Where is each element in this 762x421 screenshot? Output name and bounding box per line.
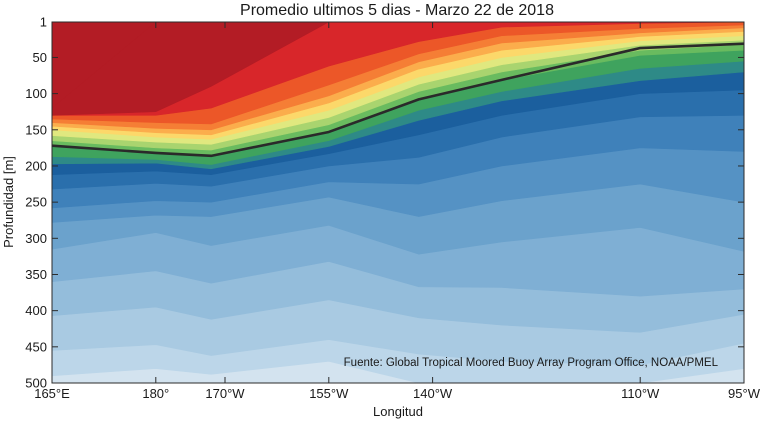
x-tick-label: 140°W	[413, 386, 453, 401]
x-tick-label: 110°W	[621, 386, 660, 401]
x-axis-label: Longitud	[373, 404, 423, 419]
y-tick-label: 150	[25, 122, 47, 137]
isotherm-20c-line	[52, 42, 744, 158]
y-tick-label: 450	[25, 339, 47, 354]
y-tick-label: 100	[25, 86, 47, 101]
x-tick-label: 165°E	[34, 386, 70, 401]
band-above-29c	[52, 22, 744, 109]
temperature-bands	[52, 22, 744, 383]
band-above-28c	[52, 22, 744, 116]
y-tick-label: 350	[25, 267, 47, 282]
source-note: Fuente: Global Tropical Moored Buoy Arra…	[344, 357, 719, 369]
y-tick-label: 50	[33, 50, 47, 65]
y-tick-label: 500	[25, 376, 47, 391]
y-tick-label: 400	[25, 303, 47, 318]
y-tick-label: 1	[40, 15, 47, 30]
x-tick-label: 180°	[142, 386, 169, 401]
highlight-isotherm	[52, 42, 744, 158]
chart-title: Promedio ultimos 5 dias - Marzo 22 de 20…	[240, 2, 554, 19]
y-tick-label: 300	[25, 231, 47, 246]
x-axis: 165°E 180° 170°W 155°W 140°W 110°W 95°W	[34, 22, 761, 401]
y-axis-label: Profundidad [m]	[1, 156, 16, 248]
x-tick-label: 170°W	[205, 386, 245, 401]
x-tick-label: 95°W	[728, 386, 761, 401]
x-tick-label: 155°W	[309, 386, 349, 401]
y-tick-label: 250	[25, 195, 47, 210]
y-tick-label: 200	[25, 158, 47, 173]
